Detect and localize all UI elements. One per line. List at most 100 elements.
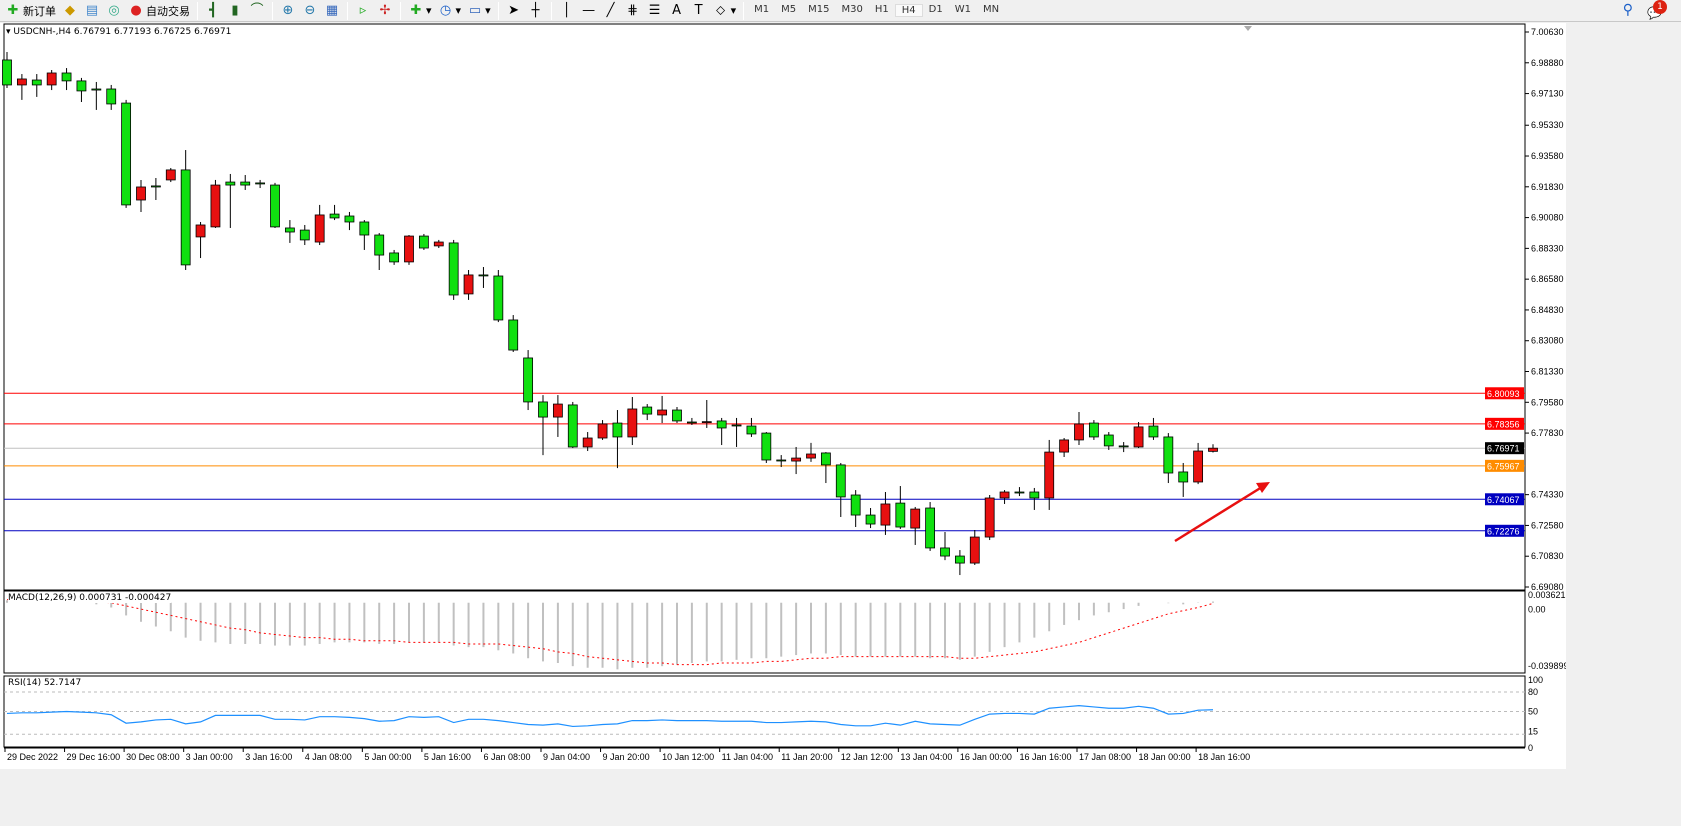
price-tick-label: 7.00630 — [1531, 27, 1564, 37]
price-tick-label: 6.81330 — [1531, 367, 1564, 377]
time-tick-label: 9 Jan 04:00 — [543, 752, 590, 762]
fibonacci-button[interactable]: ⋕ — [622, 1, 644, 21]
price-level-label: 6.72276 — [1487, 526, 1520, 536]
bullish-candle — [627, 408, 638, 438]
price-tick-label: 6.74330 — [1531, 490, 1564, 500]
time-tick-label: 6 Jan 08:00 — [483, 752, 530, 762]
tile-windows-button[interactable]: ▦ — [321, 1, 343, 21]
timeframe-m5[interactable]: M5 — [781, 4, 797, 15]
auto-trading-label: 自动交易 — [146, 4, 190, 18]
bearish-candle — [284, 227, 295, 233]
zoom-in-button[interactable]: ⊕ — [277, 1, 299, 21]
price-level-tag — [1485, 442, 1524, 455]
signals-button[interactable]: ◎ — [103, 1, 125, 21]
time-tick-label: 4 Jan 08:00 — [305, 752, 352, 762]
line-chart-button[interactable]: ⌒ — [246, 1, 268, 21]
bearish-candle — [76, 80, 87, 92]
templates-button[interactable]: ▭ ▾ — [468, 2, 491, 18]
text-button[interactable]: A — [666, 1, 688, 21]
bar-chart-button[interactable]: ┫ — [202, 1, 224, 21]
chart-window[interactable]: 7.00630 6.98880 6.97130 6.95330 6.93580 6.918… — [0, 23, 1566, 769]
bullish-candle — [791, 457, 802, 462]
timeframe-h1[interactable]: H1 — [874, 4, 889, 15]
price-level-tag — [1485, 493, 1524, 506]
bearish-candle — [150, 185, 161, 188]
separator — [347, 1, 348, 20]
trendline-button[interactable]: ╱ — [600, 1, 622, 21]
cursor-button[interactable]: ➤ — [503, 1, 525, 21]
timeframe-bar: M1 M5 M15 M30 H1 H4 D1 W1 MN — [748, 4, 1005, 17]
market-watch-button[interactable]: ◆ — [59, 1, 81, 21]
zoom-out-button[interactable]: ⊖ — [299, 1, 321, 21]
crosshair-button[interactable]: ┼ — [525, 1, 547, 21]
bearish-candle — [359, 221, 370, 236]
bullish-candle — [597, 423, 608, 439]
templates-icon: ▭ — [468, 2, 482, 18]
price-tick-label: 6.72580 — [1531, 520, 1564, 530]
price-tick-label: 6.88330 — [1531, 243, 1564, 253]
price-tick-label: 6.90080 — [1531, 213, 1564, 223]
chart-canvas[interactable]: 7.00630 6.98880 6.97130 6.95330 6.93580 6.918… — [0, 23, 1566, 769]
bullish-candle — [16, 78, 27, 86]
bearish-candle — [1148, 425, 1159, 438]
bearish-candle — [642, 406, 653, 415]
bullish-candle — [910, 508, 921, 529]
periods-button[interactable]: ◷ ▾ — [435, 1, 465, 21]
bullish-candle — [984, 497, 995, 538]
horizontal-line-button[interactable]: — — [578, 1, 600, 21]
time-tick-label: 17 Jan 08:00 — [1079, 752, 1131, 762]
price-tick-label: 6.98880 — [1531, 58, 1564, 68]
text-label-button[interactable]: T — [688, 1, 710, 21]
timeframe-d1[interactable]: D1 — [928, 4, 943, 15]
bearish-candle — [1103, 434, 1114, 447]
cursor-icon: ➤ — [508, 2, 520, 18]
rsi-tick-label: 100 — [1528, 675, 1543, 685]
arrows-button[interactable]: ⬦ ▾ — [710, 1, 740, 21]
time-tick-label: 11 Jan 04:00 — [722, 752, 773, 762]
candlestick-button[interactable]: ▮ — [224, 1, 246, 21]
bearish-candle — [746, 425, 757, 435]
time-tick-label: 29 Dec 2022 — [7, 752, 58, 762]
data-window-icon: ▤ — [85, 2, 99, 18]
new-chart-button[interactable]: ✚ ▾ — [405, 1, 435, 21]
bearish-candle — [270, 184, 280, 228]
timeframe-m15[interactable]: M15 — [808, 4, 830, 15]
bearish-candle — [865, 514, 876, 525]
new-order-button[interactable]: ✚ 新订单 — [2, 1, 59, 21]
data-window-button[interactable]: ▤ — [81, 1, 103, 21]
price-tick-label: 6.86580 — [1531, 274, 1564, 284]
rsi-tick-label: 15 — [1528, 726, 1538, 736]
bearish-candle — [344, 215, 355, 223]
vertical-line-button[interactable]: │ — [556, 1, 578, 21]
search-icon[interactable]: ⚲ — [1622, 2, 1633, 18]
bullish-candle — [404, 235, 414, 263]
fibo-lines-button[interactable]: ☰ — [644, 1, 666, 21]
candlestick-icon: ▮ — [231, 2, 239, 18]
chart-shift-button[interactable]: ▹ — [352, 1, 374, 21]
bearish-candle — [240, 181, 251, 186]
timeframe-h4[interactable]: H4 — [894, 4, 923, 17]
timeframe-w1[interactable]: W1 — [954, 4, 971, 15]
autoscroll-button[interactable]: ✢ — [374, 1, 396, 21]
timeframe-m30[interactable]: M30 — [841, 4, 863, 15]
auto-trading-button[interactable]: ● 自动交易 — [125, 1, 193, 21]
autoscroll-icon: ✢ — [379, 2, 391, 18]
time-tick-label: 10 Jan 12:00 — [662, 752, 714, 762]
chart-menu-icon[interactable]: ▾ — [6, 27, 11, 37]
signals-icon: ◎ — [108, 2, 120, 18]
notifications-button[interactable]: 💬 1 — [1647, 0, 1667, 20]
bearish-candle — [31, 79, 42, 86]
rsi-tick-label: 50 — [1528, 707, 1538, 717]
bullish-candle — [195, 224, 206, 238]
price-level-label: 6.74067 — [1487, 495, 1520, 505]
bullish-candle — [1193, 450, 1204, 483]
timeframe-m1[interactable]: M1 — [754, 4, 770, 15]
bearish-candle — [761, 432, 772, 461]
bearish-candle — [776, 459, 787, 462]
timeframe-mn[interactable]: MN — [982, 4, 1000, 15]
bearish-candle — [925, 507, 936, 549]
macd-signal-line — [7, 599, 1214, 666]
bullish-candle — [999, 491, 1010, 499]
bar-chart-icon: ┫ — [209, 2, 217, 18]
bearish-candle — [61, 72, 72, 82]
